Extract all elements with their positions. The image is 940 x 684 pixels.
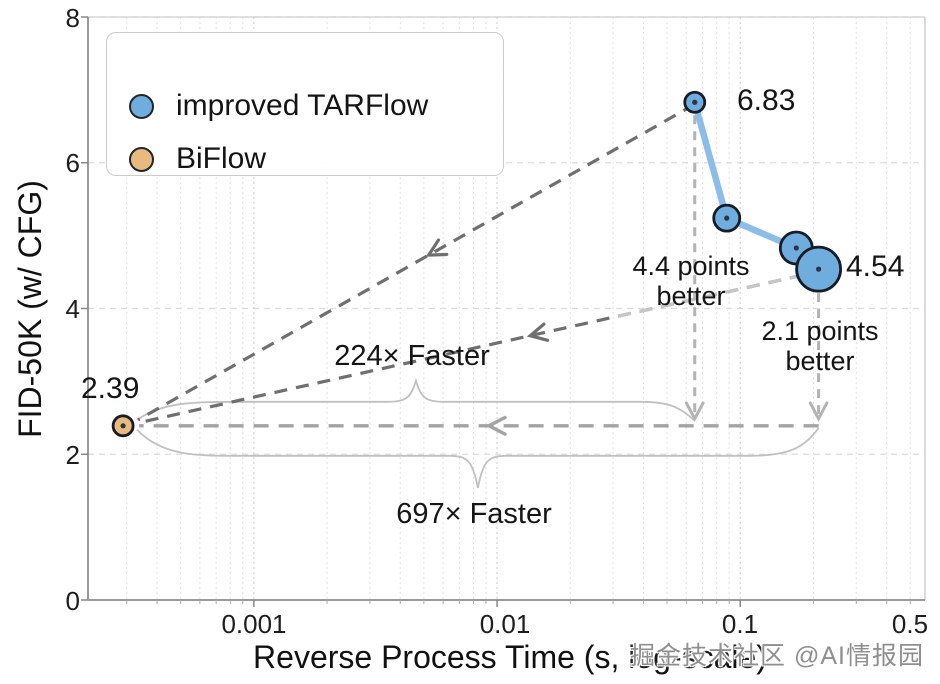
annotation-224x-faster: 224× Faster — [334, 340, 490, 372]
tarflow-marker-icon — [129, 93, 154, 119]
y-tick-8: 8 — [65, 3, 80, 33]
biflow-marker-icon — [129, 146, 154, 172]
y-tick-6: 6 — [65, 148, 80, 178]
legend-label-biflow: BiFlow — [176, 142, 267, 175]
value-label-683: 6.83 — [737, 84, 796, 117]
annotation-697x-faster: 697× Faster — [396, 498, 552, 530]
y-axis-label: FID-50K (w/ CFG) — [12, 180, 48, 438]
x-tick-01: 0.1 — [721, 609, 759, 639]
legend-label-tarflow: improved TARFlow — [176, 89, 429, 122]
x-tick-001: 0.01 — [479, 609, 531, 639]
x-axis-label: Reverse Process Time (s, log-scale) — [253, 639, 767, 675]
annotation-44-points-better: 4.4 points better — [611, 251, 771, 311]
watermark: 掘金技术社区 @AI情报园 — [630, 642, 924, 670]
annotation-44-line2: better — [656, 281, 726, 311]
legend-item-biflow: BiFlow — [129, 142, 266, 176]
annotation-21-points-better: 2.1 points better — [738, 316, 902, 376]
y-tick-4: 4 — [65, 294, 80, 324]
y-tick-2: 2 — [65, 440, 80, 470]
annotation-21-line2: better — [785, 346, 855, 376]
legend-item-tarflow: improved TARFlow — [129, 89, 428, 123]
x-tick-05: 0.5 — [891, 609, 929, 639]
value-label-239: 2.39 — [81, 372, 140, 405]
y-tick-0: 0 — [65, 586, 80, 616]
legend: improved TARFlow BiFlow — [106, 32, 504, 176]
annotation-21-line1: 2.1 points — [761, 316, 879, 346]
value-label-454: 4.54 — [846, 250, 905, 283]
x-tick-0001: 0.001 — [221, 609, 287, 639]
annotation-44-line1: 4.4 points — [632, 251, 750, 281]
